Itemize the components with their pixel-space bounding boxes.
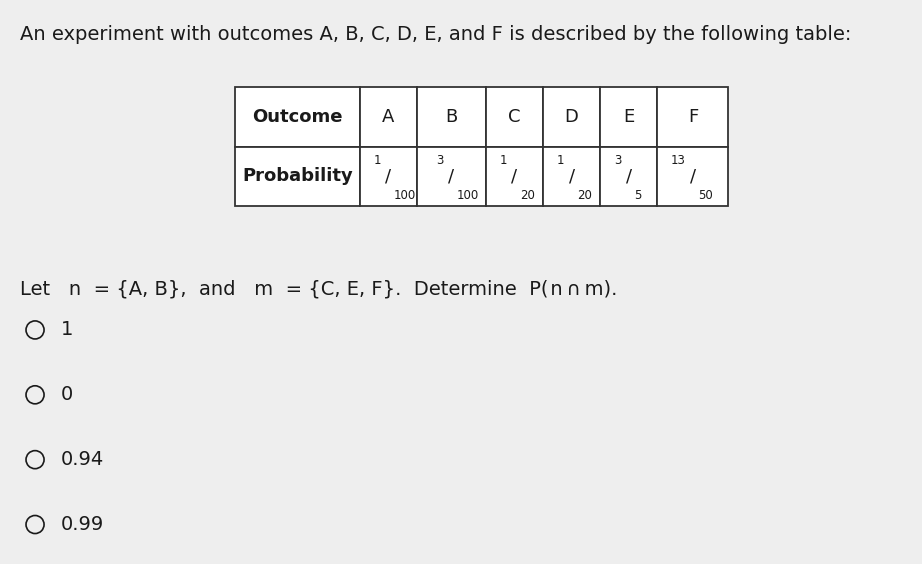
Bar xyxy=(600,87,657,147)
Text: /: / xyxy=(626,168,632,185)
Text: 13: 13 xyxy=(670,154,686,167)
Text: /: / xyxy=(690,168,696,185)
Text: 3: 3 xyxy=(614,154,621,167)
Text: 0: 0 xyxy=(61,385,73,404)
Text: B: B xyxy=(445,108,457,126)
Text: 0.99: 0.99 xyxy=(61,515,104,534)
Text: /: / xyxy=(448,168,455,185)
Text: 1: 1 xyxy=(373,154,381,167)
Bar xyxy=(417,87,486,147)
Text: Let   n  = {A, B},  and   m  = {C, E, F}.  Determine  P( n ∩ m).: Let n = {A, B}, and m = {C, E, F}. Deter… xyxy=(20,279,618,298)
Bar xyxy=(486,147,543,206)
Text: 50: 50 xyxy=(699,188,713,202)
Text: Probability: Probability xyxy=(242,168,353,185)
Bar xyxy=(486,87,543,147)
Bar xyxy=(360,147,417,206)
Text: A: A xyxy=(382,108,395,126)
Bar xyxy=(657,87,728,147)
Text: 100: 100 xyxy=(457,188,479,202)
Text: An experiment with outcomes A, B, C, D, E, and F is described by the following t: An experiment with outcomes A, B, C, D, … xyxy=(20,25,852,45)
Text: 100: 100 xyxy=(394,188,416,202)
Text: /: / xyxy=(385,168,391,185)
Bar xyxy=(543,87,600,147)
Bar xyxy=(657,147,728,206)
Text: 1: 1 xyxy=(61,320,73,340)
Text: F: F xyxy=(688,108,698,126)
Bar xyxy=(600,147,657,206)
Text: 20: 20 xyxy=(577,188,592,202)
Text: 20: 20 xyxy=(520,188,535,202)
Bar xyxy=(543,147,600,206)
Text: 1: 1 xyxy=(557,154,564,167)
Text: 3: 3 xyxy=(437,154,444,167)
Text: E: E xyxy=(623,108,634,126)
Text: Outcome: Outcome xyxy=(252,108,343,126)
Text: 5: 5 xyxy=(634,188,642,202)
Text: /: / xyxy=(569,168,574,185)
Text: C: C xyxy=(508,108,521,126)
Bar xyxy=(417,147,486,206)
Text: 0.94: 0.94 xyxy=(61,450,104,469)
Bar xyxy=(360,87,417,147)
Bar xyxy=(235,147,360,206)
Text: 1: 1 xyxy=(500,154,507,167)
Text: /: / xyxy=(512,168,517,185)
Text: D: D xyxy=(564,108,579,126)
Bar xyxy=(235,87,360,147)
